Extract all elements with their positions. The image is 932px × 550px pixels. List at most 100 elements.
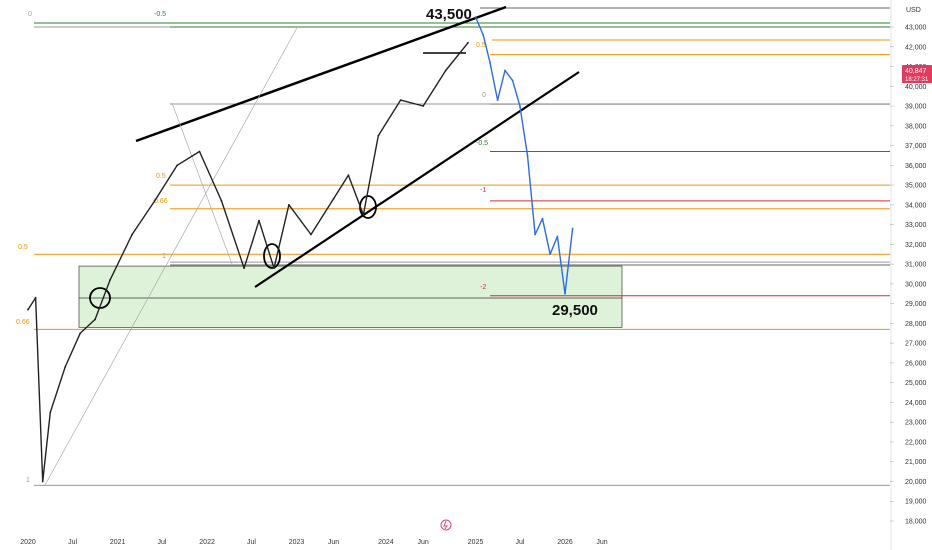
y-tick-label: 43,000: [905, 25, 927, 32]
y-tick-label: 18,000: [905, 519, 927, 526]
currency-label: USD: [906, 7, 921, 14]
lower-trendline: [254, 71, 580, 288]
y-tick-label: 21,000: [905, 459, 927, 466]
fib-diagonal: [44, 25, 299, 486]
price-point: [571, 227, 574, 230]
y-tick-label: 40,000: [905, 84, 927, 91]
y-tick-label: 38,000: [905, 123, 927, 130]
price-callout: 29,500: [552, 302, 598, 319]
tradingview-logo-icon[interactable]: [440, 519, 452, 531]
price-point: [399, 99, 402, 102]
upper-trendline: [135, 5, 507, 143]
y-tick-label: 22,000: [905, 439, 927, 446]
price-point: [347, 174, 350, 177]
y-tick-label: 23,000: [905, 420, 927, 427]
price-point: [258, 219, 260, 222]
price-point: [511, 79, 514, 82]
price-point: [273, 267, 275, 269]
price-point: [489, 61, 491, 64]
price-point: [220, 199, 223, 202]
price-point: [519, 105, 521, 107]
fib-level-label: 0.5: [18, 244, 28, 251]
price-point: [310, 233, 312, 236]
price-point: [556, 235, 559, 238]
series-layer: [27, 16, 574, 483]
fib-diagonal: [171, 102, 233, 265]
price-point: [243, 267, 245, 269]
price-point: [27, 308, 29, 311]
fib-level-label: 0.66: [154, 198, 168, 205]
y-tick-label: 28,000: [905, 321, 927, 328]
fib-level-label: 0.5: [476, 42, 486, 49]
fib-level-label: -0.5: [476, 140, 488, 147]
y-tick-label: 29,000: [905, 301, 927, 308]
price-callout: 43,500: [426, 6, 472, 23]
y-tick-label: 27,000: [905, 341, 927, 348]
price-point: [444, 69, 447, 72]
fib-level-label: 1: [162, 253, 166, 260]
x-tick-label: Jul: [158, 539, 167, 546]
x-tick-label: Jun: [596, 539, 607, 546]
x-tick-label: 2026: [557, 539, 573, 546]
x-tick-label: Jun: [418, 539, 429, 546]
price-point: [79, 332, 82, 335]
price-point: [496, 99, 499, 102]
x-tick-label: 2020: [20, 539, 36, 546]
axis-layer: USD 18,000 19,000 20,000 21,000 22,000 23,000…: [20, 0, 927, 550]
x-tick-label: Jul: [247, 539, 256, 546]
y-tick-label: 42,000: [905, 44, 927, 51]
x-tick-label: 2022: [199, 539, 215, 546]
circled-pivot: [263, 243, 281, 269]
y-tick-label: 30,000: [905, 281, 927, 288]
fib-level-label: -2: [480, 284, 486, 291]
price-point: [482, 34, 485, 36]
price-point: [198, 150, 201, 153]
price-point: [41, 480, 44, 483]
y-tick-label: 25,000: [905, 380, 927, 387]
drawing-layer: [44, 5, 580, 486]
price-point: [362, 213, 365, 216]
y-tick-label: 20,000: [905, 479, 927, 486]
fib-level-label: -0.5: [154, 11, 166, 18]
fib-level-label: 1: [26, 477, 30, 484]
y-tick-label: 35,000: [905, 183, 927, 190]
price-point: [377, 134, 380, 137]
price-point: [534, 233, 537, 236]
x-tick-label: 2025: [468, 539, 484, 546]
x-tick-label: 2024: [378, 539, 394, 546]
price-point: [422, 105, 425, 107]
price-point: [34, 296, 37, 299]
fib-level-label: 0.5: [156, 173, 166, 180]
y-tick-label: 39,000: [905, 104, 927, 111]
price-point: [94, 318, 97, 321]
fib-level-label: 0.66: [16, 319, 30, 326]
price-point: [109, 279, 111, 281]
price-point: [504, 69, 506, 72]
x-tick-label: Jul: [68, 539, 77, 546]
price-point: [153, 199, 156, 202]
price-point: [176, 164, 179, 167]
price-point: [474, 16, 477, 19]
annotation-layer: 43,500 29,500: [426, 6, 598, 319]
fib-level-layer: 0 -0.5 0.5 0.66 0.5 0.66 1 1 0 -0.5 0.5 -1 -2: [16, 7, 890, 486]
price-point: [131, 233, 134, 236]
price-badge-value: 40,847: [905, 68, 927, 75]
price-point: [549, 253, 551, 256]
y-tick-label: 24,000: [905, 400, 927, 407]
y-tick-label: 36,000: [905, 163, 927, 170]
y-tick-label: 34,000: [905, 202, 927, 209]
zone-layer: [78, 265, 623, 328]
price-series-line: [474, 16, 574, 295]
price-series-line: [27, 42, 469, 483]
price-badge: 40,847 18:27:31: [902, 65, 932, 83]
y-tick-label: 33,000: [905, 222, 927, 229]
x-tick-label: 2023: [289, 539, 305, 546]
y-tick-label: 31,000: [905, 262, 927, 269]
x-tick-label: 2021: [110, 539, 126, 546]
price-point: [526, 154, 529, 157]
fib-level-label: -1: [480, 187, 486, 194]
fib-level-label: 0: [482, 92, 486, 99]
y-tick-label: 26,000: [905, 360, 927, 367]
